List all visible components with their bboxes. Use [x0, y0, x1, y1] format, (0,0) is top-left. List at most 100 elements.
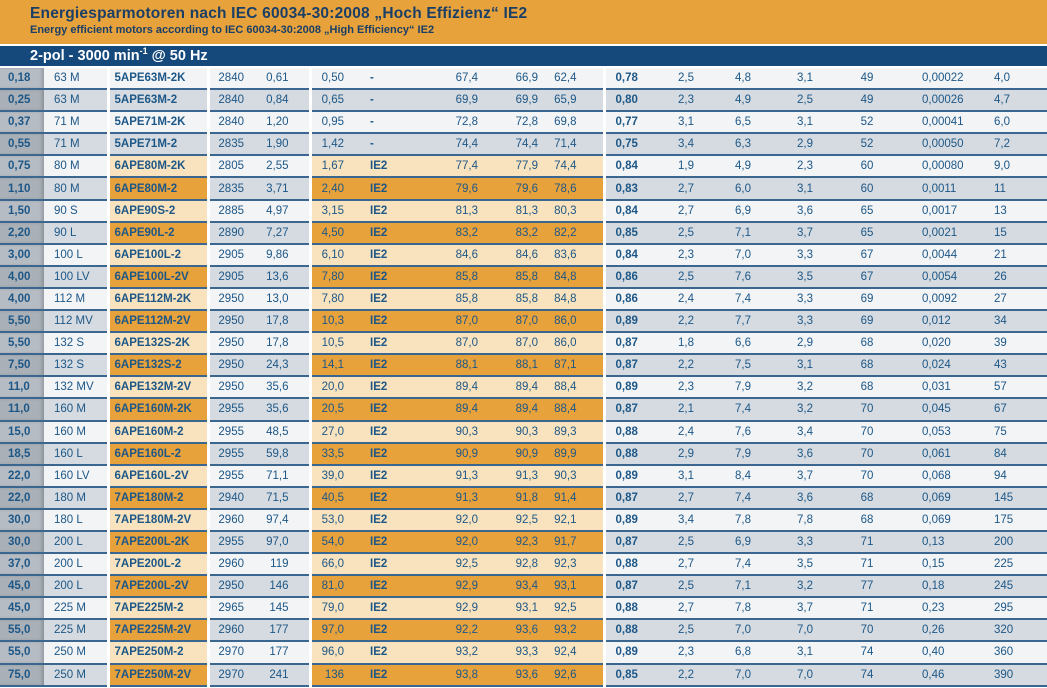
cell-eff-75-load: 91,3: [486, 463, 546, 487]
cell-sound-level-db: 74: [836, 662, 898, 686]
cell-starting-torque-ratio: 3,3: [774, 286, 836, 311]
cell-rated-current: 0,95: [308, 110, 364, 134]
cell-eff-50-load: 92,6: [546, 662, 604, 686]
section-title-prefix: 2-pol - 3000 min: [30, 48, 140, 64]
cell-motor-type: 7APE250M-2V: [106, 662, 208, 686]
cell-power-kw: 75,0: [0, 662, 44, 686]
cell-weight-kg: 94: [986, 463, 1047, 487]
cell-efficiency-class: -: [364, 132, 416, 156]
cell-efficiency-class: IE2: [364, 596, 416, 620]
cell-current-400v: 119: [258, 552, 310, 576]
cell-power-kw: 30,0: [0, 529, 44, 554]
cell-sound-level-db: 65: [836, 220, 898, 244]
cell-frame-size: 132 S: [44, 353, 108, 377]
cell-frame-size: 132 S: [44, 331, 108, 355]
cell-weight-kg: 27: [986, 286, 1047, 311]
cell-sound-level-db: 69: [836, 286, 898, 311]
cell-speed-rpm: 2955: [206, 441, 258, 465]
cell-speed-rpm: 2960: [206, 552, 258, 576]
cell-frame-size: 112 M: [44, 286, 108, 311]
cell-torque-ratio: 2,9: [660, 441, 712, 465]
cell-cos-phi: 0,87: [602, 353, 660, 377]
table-row: 22,0 180 M 7APE180M-2 2940 71,5 40,5 IE2 91,3 91…: [0, 485, 1047, 509]
cell-weight-kg: 15: [986, 220, 1047, 244]
cell-power-kw: 15,0: [0, 419, 44, 443]
cell-inertia-kgm2: 0,0054: [898, 264, 986, 288]
cell-motor-type: 6APE160M-2K: [106, 397, 208, 421]
cell-sound-level-db: 49: [836, 68, 898, 90]
cell-eff-50-load: 86,0: [546, 331, 604, 355]
cell-eff-50-load: 78,6: [546, 176, 604, 200]
cell-speed-rpm: 2960: [206, 507, 258, 531]
cell-torque-ratio: 2,4: [660, 419, 712, 443]
cell-eff-full-load: 93,8: [416, 662, 486, 686]
cell-eff-75-load: 88,1: [486, 353, 546, 377]
cell-sound-level-db: 67: [836, 264, 898, 288]
cell-speed-rpm: 2835: [206, 176, 258, 200]
cell-rated-current: 53,0: [308, 507, 364, 531]
cell-eff-75-load: 87,0: [486, 331, 546, 355]
cell-motor-type: 6APE100L-2V: [106, 264, 208, 288]
cell-efficiency-class: -: [364, 88, 416, 112]
cell-eff-75-load: 85,8: [486, 286, 546, 311]
table-row: 30,0 200 L 7APE200L-2K 2955 97,0 54,0 IE2 92,0 9…: [0, 529, 1047, 554]
cell-eff-75-load: 93,4: [486, 574, 546, 598]
cell-rated-current: 7,80: [308, 286, 364, 311]
cell-rated-current: 20,5: [308, 397, 364, 421]
cell-speed-rpm: 2840: [206, 88, 258, 112]
cell-rated-current: 6,10: [308, 242, 364, 266]
cell-efficiency-class: IE2: [364, 397, 416, 421]
cell-current-400v: 4,97: [258, 198, 310, 222]
cell-weight-kg: 84: [986, 441, 1047, 465]
cell-sound-level-db: 70: [836, 618, 898, 642]
cell-current-400v: 3,71: [258, 176, 310, 200]
cell-power-kw: 0,75: [0, 154, 44, 178]
cell-power-kw: 2,20: [0, 220, 44, 244]
cell-starting-current-ratio: 7,6: [712, 264, 774, 288]
cell-efficiency-class: IE2: [364, 529, 416, 554]
table-row: 45,0 225 M 7APE225M-2 2965 145 79,0 IE2 92,9 93,…: [0, 596, 1047, 620]
cell-weight-kg: 200: [986, 529, 1047, 554]
cell-motor-type: 7APE180M-2V: [106, 507, 208, 531]
cell-sound-level-db: 68: [836, 353, 898, 377]
cell-starting-torque-ratio: 3,1: [774, 110, 836, 134]
cell-sound-level-db: 60: [836, 154, 898, 178]
cell-frame-size: 71 M: [44, 132, 108, 156]
cell-eff-full-load: 93,2: [416, 640, 486, 664]
cell-inertia-kgm2: 0,069: [898, 507, 986, 531]
cell-motor-type: 6APE132S-2K: [106, 331, 208, 355]
cell-starting-current-ratio: 7,4: [712, 485, 774, 509]
cell-efficiency-class: IE2: [364, 485, 416, 509]
cell-eff-50-load: 80,3: [546, 198, 604, 222]
cell-sound-level-db: 52: [836, 110, 898, 134]
cell-speed-rpm: 2940: [206, 485, 258, 509]
cell-power-kw: 18,5: [0, 441, 44, 465]
cell-frame-size: 225 M: [44, 596, 108, 620]
cell-sound-level-db: 70: [836, 441, 898, 465]
cell-efficiency-class: IE2: [364, 154, 416, 178]
cell-speed-rpm: 2965: [206, 596, 258, 620]
cell-current-400v: 24,3: [258, 353, 310, 377]
cell-eff-full-load: 92,9: [416, 596, 486, 620]
cell-torque-ratio: 3,1: [660, 463, 712, 487]
cell-speed-rpm: 2835: [206, 132, 258, 156]
cell-power-kw: 3,00: [0, 242, 44, 266]
cell-motor-type: 6APE90L-2: [106, 220, 208, 244]
cell-motor-type: 5APE63M-2: [106, 88, 208, 112]
cell-efficiency-class: IE2: [364, 242, 416, 266]
cell-starting-current-ratio: 6,3: [712, 132, 774, 156]
cell-starting-torque-ratio: 2,9: [774, 331, 836, 355]
cell-eff-full-load: 88,1: [416, 353, 486, 377]
cell-current-400v: 177: [258, 640, 310, 664]
cell-eff-75-load: 85,8: [486, 264, 546, 288]
cell-current-400v: 0,84: [258, 88, 310, 112]
cell-inertia-kgm2: 0,031: [898, 375, 986, 399]
cell-eff-75-load: 92,5: [486, 507, 546, 531]
cell-motor-type: 5APE63M-2K: [106, 68, 208, 90]
cell-weight-kg: 13: [986, 198, 1047, 222]
cell-weight-kg: 26: [986, 264, 1047, 288]
cell-starting-current-ratio: 8,4: [712, 463, 774, 487]
cell-frame-size: 160 LV: [44, 463, 108, 487]
cell-sound-level-db: 71: [836, 529, 898, 554]
cell-efficiency-class: IE2: [364, 264, 416, 288]
